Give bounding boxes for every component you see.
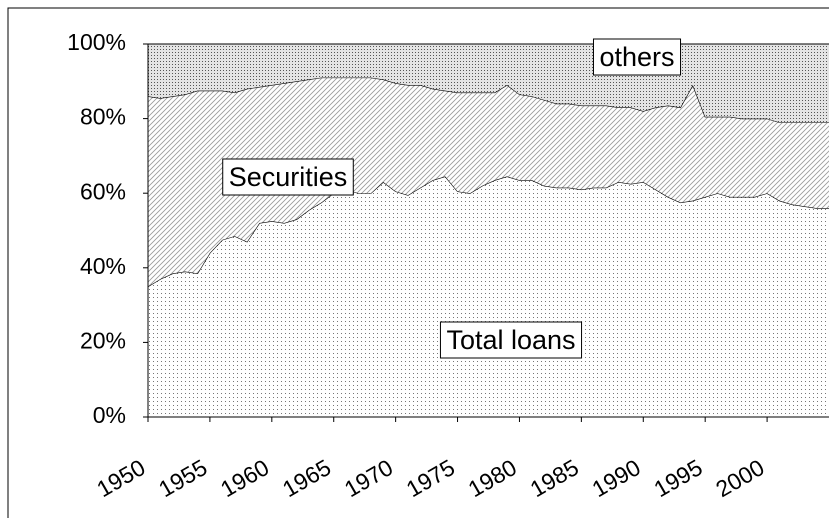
x-tick-label: 2000: [711, 454, 768, 502]
y-tick-label: 40%: [80, 253, 126, 279]
area: [148, 176, 829, 417]
x-tick-label: 1995: [649, 454, 706, 502]
x-tick-label: 1980: [464, 454, 521, 502]
x-tick-label: 1990: [587, 454, 644, 502]
x-tick-label: 1965: [278, 454, 335, 502]
frame: [7, 7, 829, 518]
series-label-text: Securities: [229, 162, 348, 192]
x-tick-label: 1985: [526, 454, 583, 502]
y-tick-label: 20%: [80, 327, 126, 353]
y-tick-label: 80%: [80, 104, 126, 130]
series-label: Securities: [222, 158, 354, 196]
x-tick-label: 1955: [154, 454, 211, 502]
series-label-box: [439, 321, 583, 359]
x-tick-label: 1975: [402, 454, 459, 502]
series-label-text: others: [599, 42, 674, 72]
x-tick-label: 1950: [92, 454, 149, 502]
series-label-text: Total loans: [446, 325, 575, 355]
series-label-box: [222, 158, 354, 196]
x-tick-label: 1960: [216, 454, 273, 502]
y-tick-label: 0%: [93, 402, 126, 428]
y-tick-label: 60%: [80, 178, 126, 204]
area: [148, 77, 829, 287]
x-tick-label: 1970: [340, 454, 397, 502]
series-label: Total loans: [439, 321, 583, 359]
series-label-box: [592, 38, 682, 76]
series-label: others: [592, 38, 682, 76]
y-tick-label: 100%: [67, 29, 126, 55]
